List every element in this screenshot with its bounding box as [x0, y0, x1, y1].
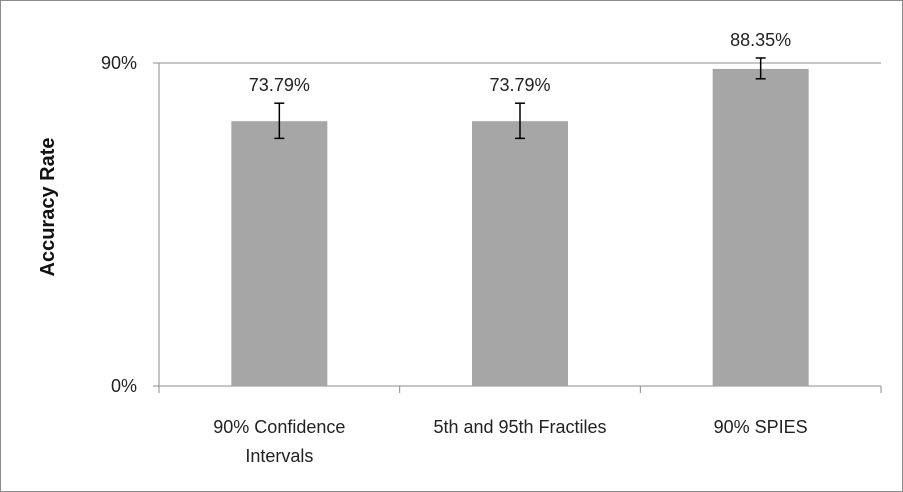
category-label: 5th and 95th Fractiles	[433, 417, 606, 437]
data-label: 73.79%	[489, 75, 550, 95]
error-bars	[274, 57, 766, 140]
category-label: 90% Confidence	[213, 417, 345, 437]
y-tick-label: 90%	[101, 53, 137, 73]
bars	[231, 68, 809, 387]
category-label: Intervals	[245, 446, 313, 466]
bar	[712, 68, 809, 387]
y-tick-label: 0%	[111, 376, 137, 396]
y-axis-title: Accuracy Rate	[37, 138, 59, 277]
data-labels: 73.79% 73.79% 88.35%	[249, 30, 791, 95]
bar	[231, 121, 328, 386]
category-label: 90% SPIES	[714, 417, 808, 437]
bar	[472, 121, 568, 386]
data-label: 73.79%	[249, 75, 310, 95]
data-label: 88.35%	[730, 30, 791, 50]
y-tick-labels: 0% 90%	[101, 53, 137, 396]
category-labels: 90% Confidence Intervals 5th and 95th Frac…	[213, 417, 807, 466]
